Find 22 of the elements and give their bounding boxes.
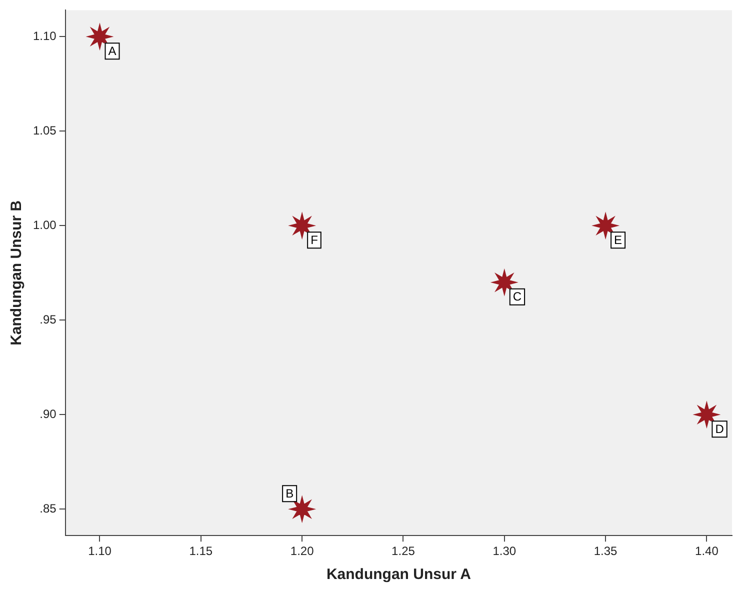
x-tick-label: 1.35	[594, 544, 618, 558]
x-tick-label: 1.20	[290, 544, 314, 558]
y-tick-label: .95	[40, 312, 57, 326]
y-tick-label: .90	[40, 406, 57, 421]
y-axis-title: Kandungan Unsur B	[8, 200, 26, 346]
annotation: A	[108, 44, 116, 58]
x-tick-label: 1.30	[492, 544, 516, 558]
y-tick-label: .85	[40, 501, 57, 516]
x-axis-title: Kandungan Unsur A	[326, 566, 472, 584]
x-tick-label: 1.40	[695, 544, 719, 558]
y-tick-label: 1.10	[32, 28, 57, 43]
annotation: D	[715, 422, 724, 436]
x-tick-label: 1.25	[392, 544, 416, 558]
y-tick-label: 1.00	[32, 218, 57, 232]
annotation: F	[310, 232, 318, 247]
x-tick-label: 1.15	[189, 544, 213, 558]
point	[290, 496, 315, 522]
annotation: B	[286, 486, 294, 500]
annotation: E	[614, 232, 622, 247]
y-tick-label: 1.05	[32, 123, 57, 138]
x-tick-label: 1.10	[88, 544, 112, 558]
annotation: C	[512, 290, 522, 304]
